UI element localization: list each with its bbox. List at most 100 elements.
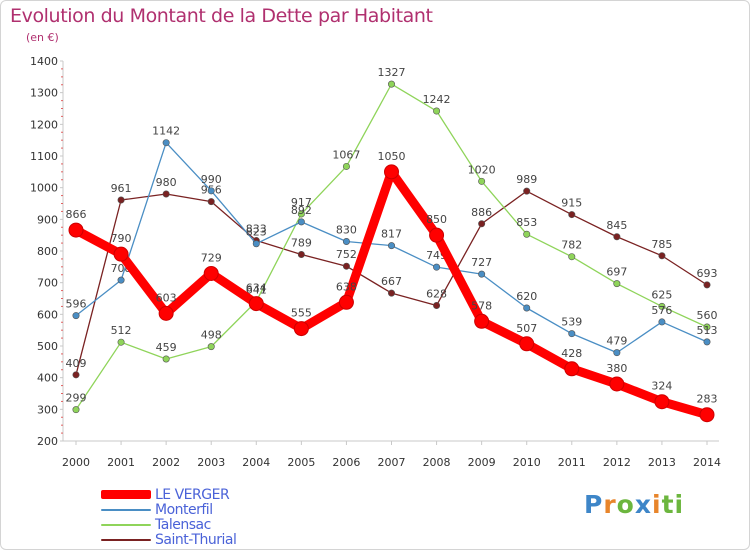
data-point <box>113 246 129 262</box>
data-point <box>297 210 305 218</box>
x-tick-label: 2014 <box>693 456 721 469</box>
data-point <box>162 190 170 198</box>
legend-item: LE VERGER <box>101 486 230 503</box>
data-label: 785 <box>651 238 672 251</box>
data-label: 299 <box>66 392 87 405</box>
data-label: 886 <box>471 206 492 219</box>
data-label: 539 <box>561 316 582 329</box>
x-tick-label: 2013 <box>648 456 676 469</box>
data-label: 667 <box>381 275 402 288</box>
data-label: 555 <box>291 307 312 320</box>
data-point <box>613 349 621 357</box>
data-point <box>703 281 711 289</box>
data-label: 727 <box>471 256 492 269</box>
data-point <box>297 250 305 258</box>
data-label: 989 <box>516 173 537 186</box>
legend-label: LE VERGER <box>155 486 230 503</box>
data-point <box>387 242 395 250</box>
x-tick-label: 2007 <box>378 456 406 469</box>
data-point <box>474 313 490 329</box>
data-point <box>703 338 711 346</box>
data-point <box>72 371 80 379</box>
data-point <box>248 296 264 312</box>
proxiti-logo: Proxiti <box>584 490 684 519</box>
legend-swatch <box>101 523 151 526</box>
y-tick-label: 1200 <box>30 118 58 131</box>
x-tick-label: 2011 <box>558 456 586 469</box>
data-point <box>433 263 441 271</box>
data-label: 853 <box>516 216 537 229</box>
y-tick-label: 1100 <box>30 150 58 163</box>
data-label: 729 <box>201 251 222 264</box>
x-tick-label: 2000 <box>62 456 90 469</box>
legend-item: Talensac <box>101 517 211 533</box>
data-point <box>433 301 441 309</box>
data-label: 628 <box>426 287 447 300</box>
data-label: 324 <box>651 380 672 393</box>
data-point <box>609 376 625 392</box>
legend-item: Monterfil <box>101 501 213 518</box>
series-talensac: 299 512 459 498 641 917 1067 1327 1242 1020 853 782… <box>66 66 718 414</box>
data-point <box>523 304 531 312</box>
data-point <box>158 305 174 321</box>
data-label: 380 <box>606 362 627 375</box>
data-point <box>68 222 84 238</box>
data-label: 892 <box>291 204 312 217</box>
data-label: 830 <box>336 224 357 237</box>
logo-letter: x <box>634 490 652 519</box>
data-point <box>252 240 260 248</box>
data-label: 961 <box>111 182 132 195</box>
data-label: 917 <box>291 196 312 209</box>
y-tick-label: 600 <box>37 308 58 321</box>
data-point <box>699 407 715 423</box>
x-tick-label: 2002 <box>152 456 180 469</box>
data-point <box>387 80 395 88</box>
data-label: 512 <box>111 324 132 337</box>
y-tick-label: 500 <box>37 340 58 353</box>
data-label: 823 <box>246 226 267 239</box>
x-tick-label: 2001 <box>107 456 135 469</box>
data-label: 1242 <box>423 93 451 106</box>
data-label: 498 <box>201 329 222 342</box>
legend-label: Monterfil <box>155 501 213 518</box>
data-point <box>613 280 621 288</box>
x-tick-label: 2009 <box>468 456 496 469</box>
data-point <box>207 187 215 195</box>
data-label: 845 <box>606 219 627 232</box>
data-label: 634 <box>246 282 267 295</box>
data-label: 513 <box>697 324 718 337</box>
data-point <box>342 162 350 170</box>
data-point <box>293 321 309 337</box>
legend-label: Saint-Thurial <box>155 531 237 548</box>
data-point <box>72 406 80 414</box>
data-point <box>342 238 350 246</box>
data-point <box>429 227 445 243</box>
y-tick-label: 400 <box>37 372 58 385</box>
data-point <box>162 139 170 147</box>
data-point <box>658 318 666 326</box>
data-point <box>654 394 670 410</box>
data-label: 560 <box>697 309 718 322</box>
x-tick-label: 2006 <box>332 456 360 469</box>
y-tick-label: 1400 <box>30 55 58 68</box>
data-point <box>384 164 399 180</box>
data-label: 817 <box>381 228 402 241</box>
data-point <box>207 198 215 206</box>
data-point <box>342 262 350 270</box>
data-point <box>568 253 576 261</box>
data-label: 980 <box>156 176 177 189</box>
y-tick-label: 800 <box>37 245 58 258</box>
data-label: 459 <box>156 341 177 354</box>
x-tick-label: 2005 <box>287 456 315 469</box>
data-label: 1327 <box>378 66 406 79</box>
data-point <box>162 355 170 363</box>
data-point <box>523 230 531 238</box>
data-label: 479 <box>606 335 627 348</box>
series-le-verger: 866 790 603 729 634 555 638 1050 850 578 507 428 380… <box>66 150 718 423</box>
data-point <box>117 196 125 204</box>
y-tick-label: 900 <box>37 213 58 226</box>
y-tick-label: 1300 <box>30 87 58 100</box>
data-label: 866 <box>66 208 87 221</box>
data-label: 596 <box>66 298 87 311</box>
data-label: 625 <box>651 288 672 301</box>
